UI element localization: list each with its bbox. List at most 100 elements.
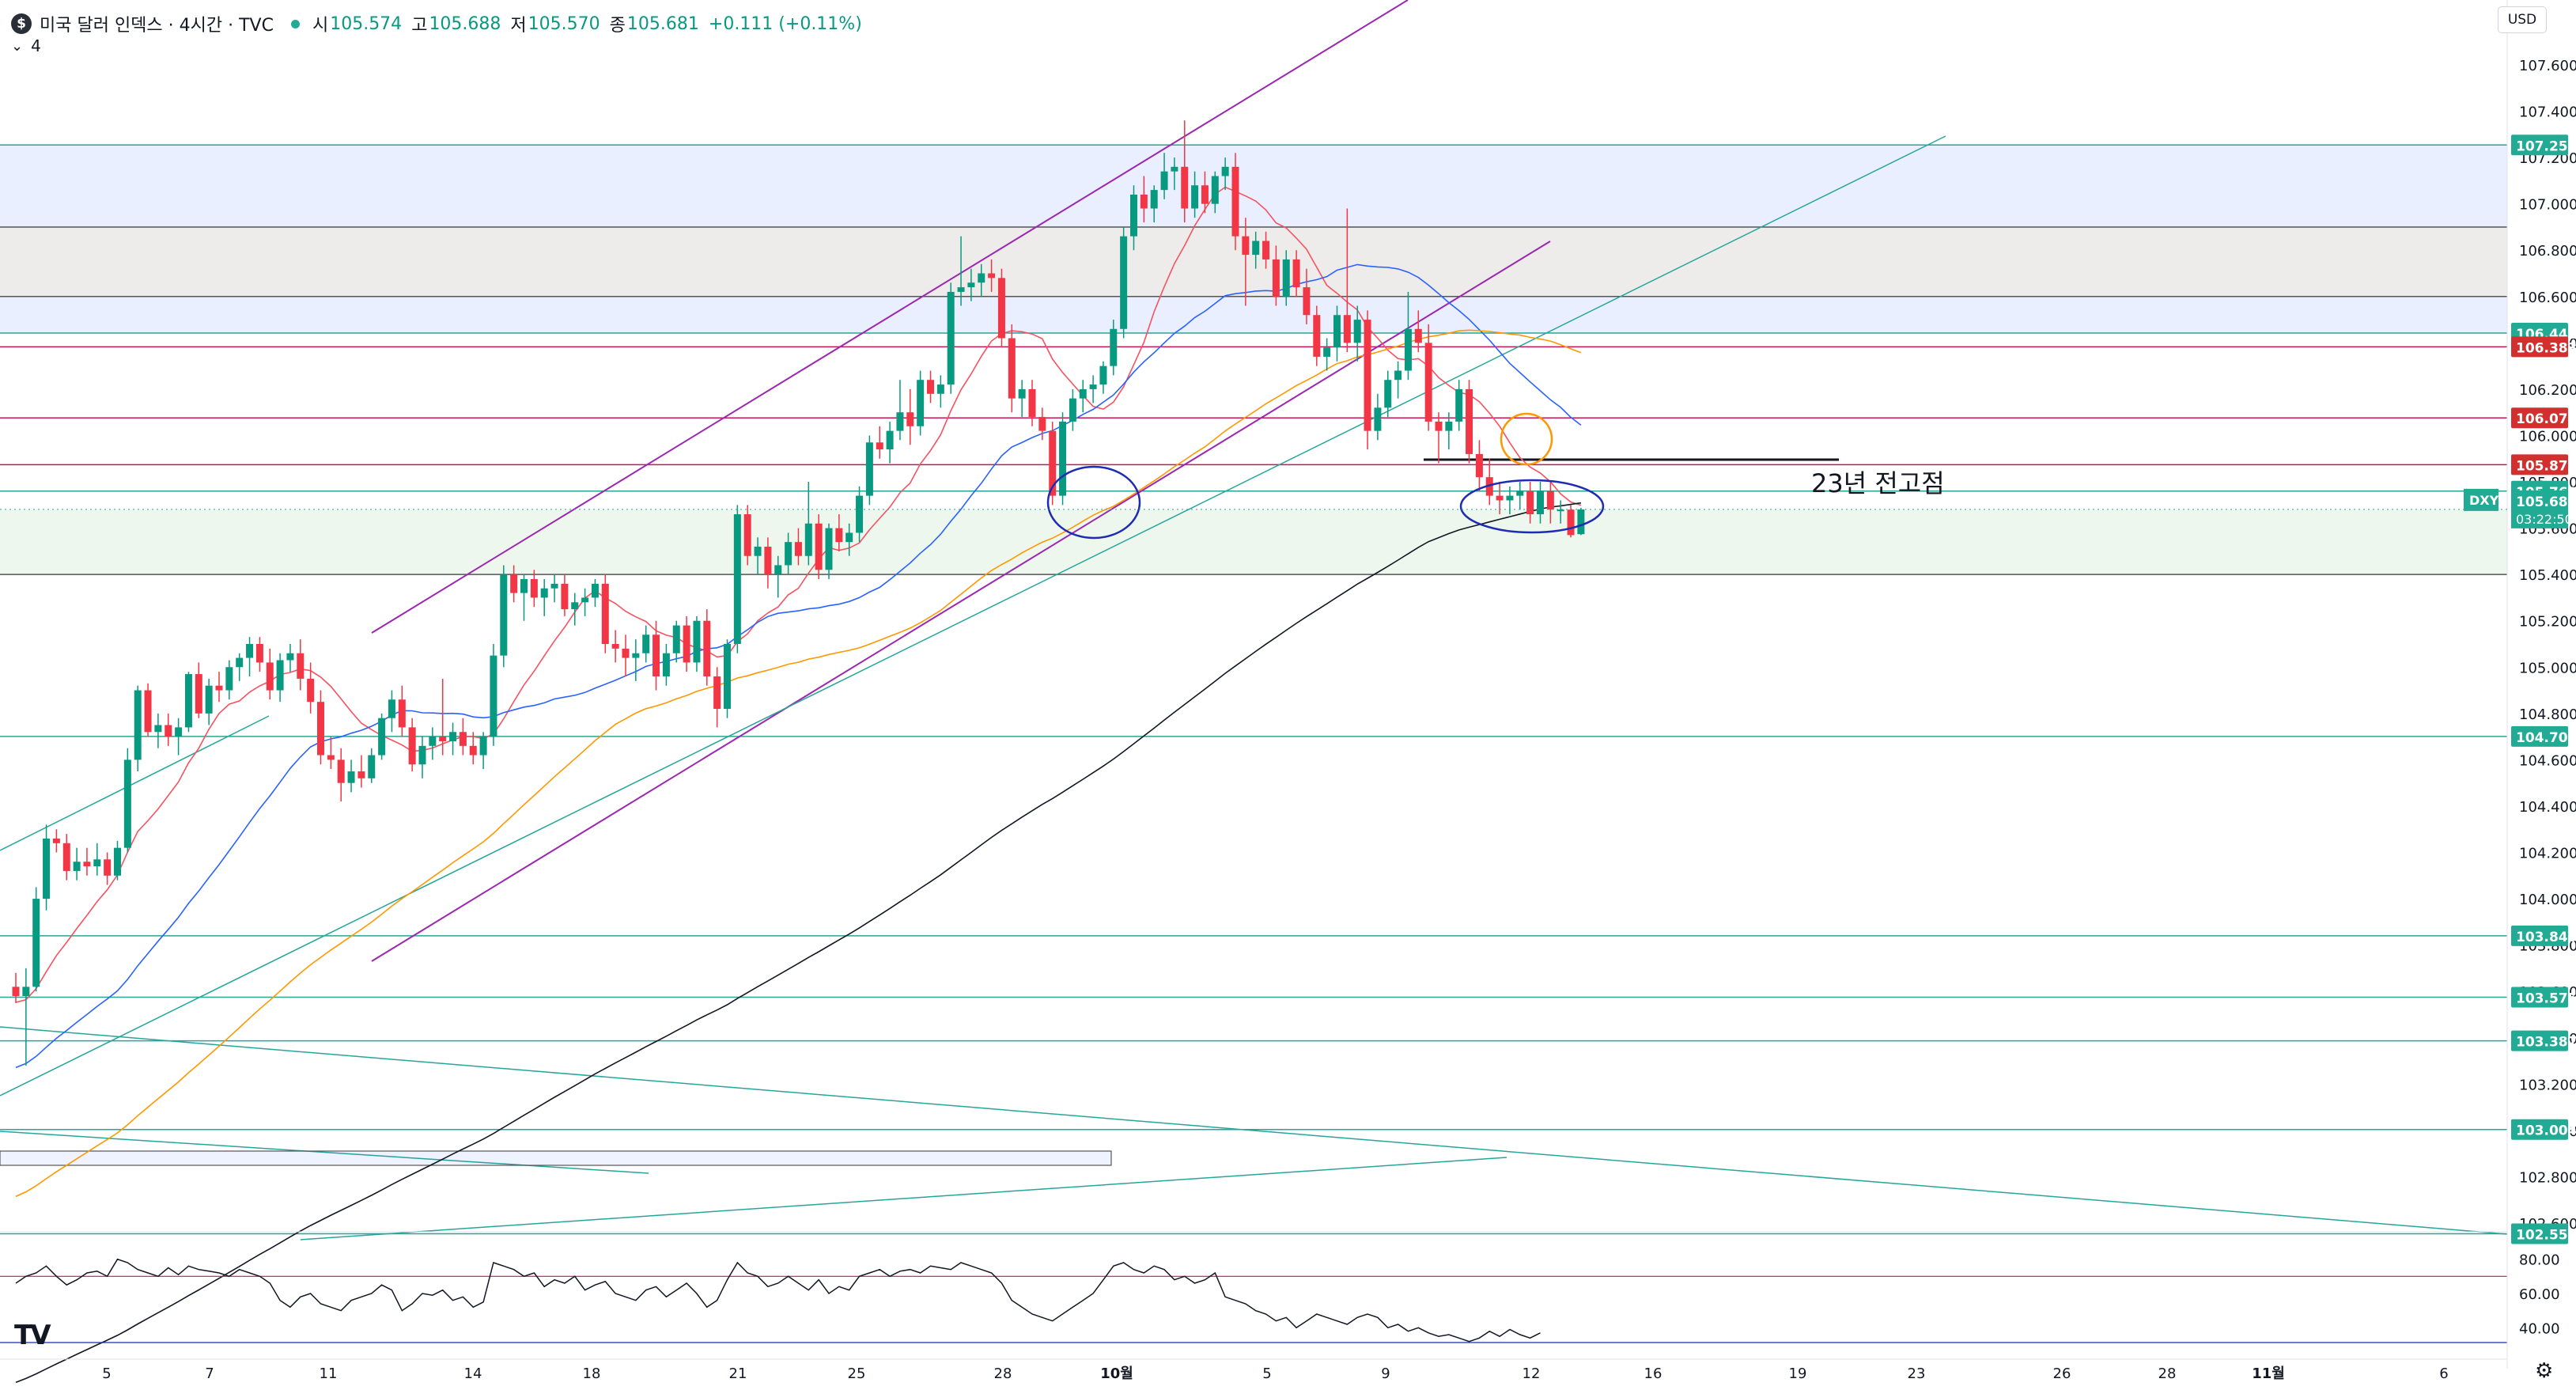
candle-body bbox=[408, 727, 416, 765]
candle-body bbox=[561, 583, 569, 610]
candle-body bbox=[713, 676, 721, 709]
tradingview-logo[interactable]: TV bbox=[14, 1320, 51, 1351]
price-tick-label: 106.600 bbox=[2519, 290, 2576, 306]
candle-body bbox=[1526, 490, 1534, 515]
candle-body bbox=[1445, 421, 1453, 431]
candle-body bbox=[490, 655, 497, 737]
candle-body bbox=[1018, 388, 1026, 399]
time-tick-label: 19 bbox=[1789, 1365, 1807, 1382]
candle-body bbox=[601, 583, 609, 644]
time-axis[interactable]: 5 7 11 14 18 21 25 28 10월 5 9 12 16 19 23 26 28 11월 6 bbox=[0, 1358, 2507, 1382]
level-badge-label: 105.874 bbox=[2516, 458, 2576, 474]
price-tick-label: 106.200 bbox=[2519, 382, 2576, 399]
zone bbox=[0, 145, 2507, 227]
ma-line-MA-blue bbox=[15, 263, 1582, 1069]
time-tick-label: 14 bbox=[464, 1365, 482, 1382]
candle-body bbox=[205, 685, 213, 714]
indicator-count: 4 bbox=[31, 36, 41, 55]
candle-body bbox=[175, 727, 183, 737]
time-tick-label: 9 bbox=[1381, 1365, 1390, 1382]
level-badge bbox=[2511, 1030, 2568, 1051]
candle-body bbox=[1424, 343, 1432, 422]
candle-body bbox=[286, 653, 294, 661]
teal-rise bbox=[300, 1157, 1507, 1240]
candle-body bbox=[743, 514, 751, 556]
candle-body bbox=[195, 674, 202, 714]
candle-body bbox=[1282, 259, 1290, 297]
candle-body bbox=[1140, 194, 1148, 209]
teal-short bbox=[0, 715, 270, 851]
open-label: 시 bbox=[312, 16, 329, 36]
level-badge-label: 103.840 bbox=[2516, 930, 2576, 945]
candle-body bbox=[1252, 241, 1260, 256]
level-badge-label: 102.554 bbox=[2516, 1227, 2576, 1243]
level-badge-label: 104.701 bbox=[2516, 730, 2576, 746]
indicator-toggle[interactable]: ⌄ 4 bbox=[11, 36, 41, 55]
candle-body bbox=[236, 657, 244, 668]
candle-body bbox=[12, 987, 20, 997]
time-tick-label: 26 bbox=[2053, 1365, 2071, 1382]
candle-body bbox=[52, 838, 60, 843]
candle-body bbox=[1364, 320, 1371, 431]
price-zones bbox=[0, 145, 2507, 575]
symbol-title[interactable]: 미국 달러 인덱스 · 4시간 · TVC bbox=[40, 16, 274, 36]
candle-body bbox=[988, 273, 996, 278]
candle-body bbox=[1079, 388, 1087, 399]
candle-body bbox=[1049, 430, 1057, 496]
candle-body bbox=[785, 542, 792, 566]
candle-body bbox=[1577, 509, 1585, 535]
level-badge-label: 103.004 bbox=[2516, 1123, 2576, 1139]
candle-body bbox=[459, 732, 467, 746]
candle-body bbox=[693, 620, 701, 663]
price-tick-label: 105.400 bbox=[2519, 567, 2576, 584]
level-badge-label: 106.076 bbox=[2516, 411, 2576, 427]
time-tick-label: 18 bbox=[583, 1365, 601, 1382]
level-badge bbox=[2511, 336, 2568, 358]
candle-body bbox=[1211, 176, 1219, 204]
candle-body bbox=[1516, 490, 1524, 496]
candle-body bbox=[1435, 421, 1443, 431]
candle-body bbox=[1455, 388, 1463, 422]
gear-icon[interactable]: ⚙ bbox=[2535, 1359, 2554, 1383]
candle-body bbox=[276, 660, 284, 691]
candle-body bbox=[1181, 166, 1189, 209]
rsi-pane: 80.00 60.00 40.00 bbox=[0, 1231, 2560, 1343]
rsi-tick-label: 80.00 bbox=[2519, 1252, 2560, 1269]
time-tick-label: 11월 bbox=[2252, 1365, 2285, 1382]
candle-body bbox=[978, 273, 985, 283]
candle-body bbox=[246, 644, 254, 658]
candle-body bbox=[1059, 421, 1067, 496]
selection-box bbox=[0, 1150, 1112, 1166]
candle-body bbox=[1110, 328, 1118, 366]
candle-body bbox=[886, 430, 894, 450]
price-tick-label: 104.000 bbox=[2519, 892, 2576, 908]
level-badge-label: 103.575 bbox=[2516, 991, 2576, 1007]
candle-body bbox=[225, 667, 233, 691]
candle-body bbox=[1404, 328, 1412, 371]
candle-body bbox=[134, 690, 142, 760]
horizontal-levels bbox=[0, 144, 2507, 1235]
circle-marker bbox=[1500, 412, 1553, 466]
candle-body bbox=[337, 759, 345, 783]
candle-body bbox=[114, 847, 121, 876]
chevron-down-icon[interactable]: ⌄ bbox=[11, 37, 24, 55]
candle-body bbox=[774, 565, 782, 575]
candle-body bbox=[642, 634, 650, 653]
candle-body bbox=[672, 625, 680, 653]
candle-body bbox=[368, 755, 376, 778]
time-tick-label: 10월 bbox=[1100, 1365, 1133, 1382]
candle-body bbox=[479, 737, 487, 756]
drawing-shapes bbox=[1046, 412, 1605, 540]
candle-body bbox=[1201, 185, 1209, 204]
symbol-label: DXY bbox=[2469, 493, 2499, 508]
candle-body bbox=[1475, 453, 1483, 478]
change-value: +0.111 (+0.11%) bbox=[708, 13, 862, 34]
currency-button[interactable]: USD bbox=[2498, 6, 2547, 33]
candle-body bbox=[896, 412, 904, 431]
candle-body bbox=[500, 574, 508, 656]
level-badge-label: 106.383 bbox=[2516, 340, 2576, 356]
candle-body bbox=[927, 380, 934, 394]
price-tick-label: 106.000 bbox=[2519, 428, 2576, 445]
